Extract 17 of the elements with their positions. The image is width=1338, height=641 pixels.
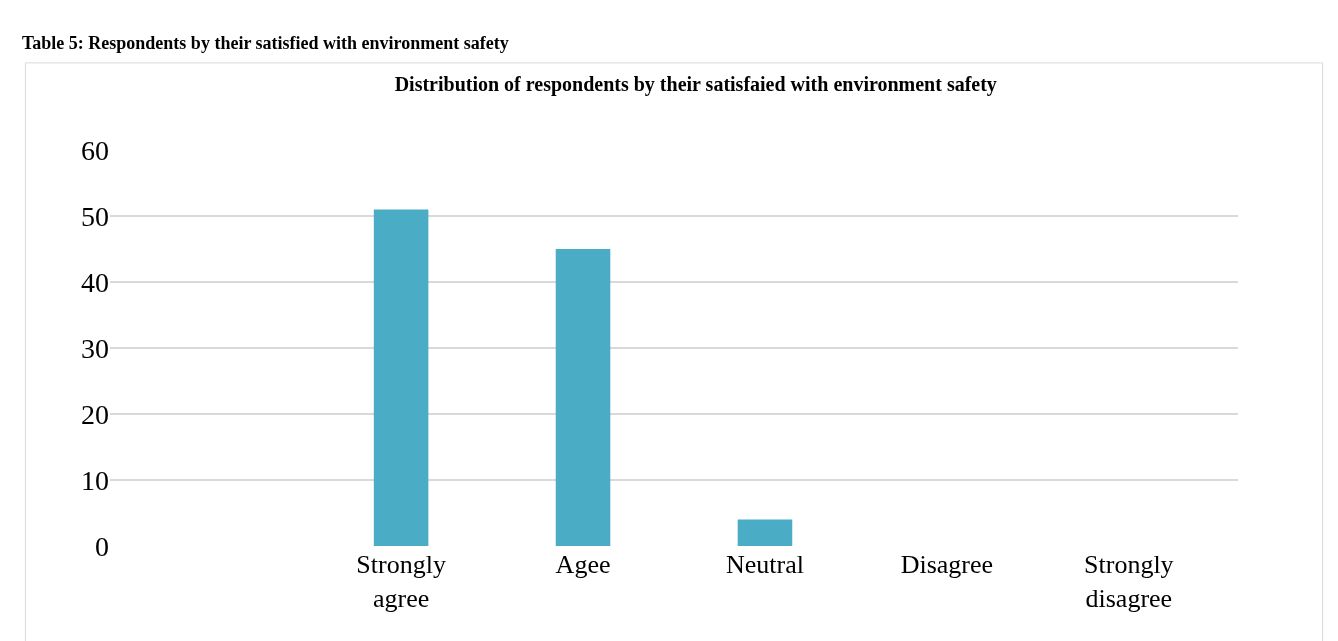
x-tick-label: Disagree bbox=[900, 550, 994, 579]
x-tick-label: Neutral bbox=[725, 550, 804, 579]
bar bbox=[737, 519, 793, 546]
y-tick-label: 10 bbox=[81, 464, 109, 496]
bar bbox=[555, 249, 611, 546]
y-tick-label: 50 bbox=[81, 200, 109, 232]
x-tick-label: Agee bbox=[555, 550, 611, 579]
chart-title: Distribution of respondents by their satisfaied with environment safety bbox=[394, 72, 997, 96]
bar bbox=[373, 209, 429, 546]
y-tick-label: 20 bbox=[81, 398, 109, 430]
y-tick-label: 0 bbox=[95, 530, 109, 562]
y-tick-label: 60 bbox=[81, 134, 109, 166]
x-tick-label: Strongly agree bbox=[356, 550, 446, 613]
y-tick-label: 40 bbox=[81, 266, 109, 298]
caption: Table 5: Respondents by their satisfied with environment safety bbox=[22, 33, 509, 53]
y-tick-label: 30 bbox=[81, 332, 109, 364]
x-tick-label: Strongly disagree bbox=[1084, 550, 1174, 613]
